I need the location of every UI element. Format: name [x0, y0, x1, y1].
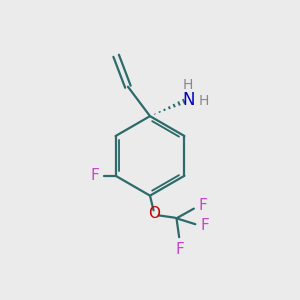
Text: F: F [199, 198, 207, 213]
Text: F: F [175, 242, 184, 257]
Text: N: N [182, 91, 194, 109]
Text: H: H [198, 94, 209, 108]
Text: H: H [182, 78, 193, 92]
Text: O: O [148, 206, 160, 221]
Text: F: F [91, 168, 99, 183]
Text: F: F [201, 218, 209, 233]
